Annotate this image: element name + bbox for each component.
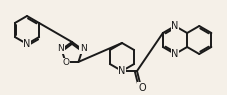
Text: N: N: [170, 21, 178, 31]
Text: N: N: [80, 44, 86, 53]
Text: N: N: [118, 66, 125, 76]
Text: N: N: [57, 44, 64, 53]
Text: N: N: [23, 39, 31, 49]
Text: O: O: [138, 83, 145, 93]
Text: O: O: [62, 58, 69, 67]
Text: N: N: [170, 49, 178, 59]
